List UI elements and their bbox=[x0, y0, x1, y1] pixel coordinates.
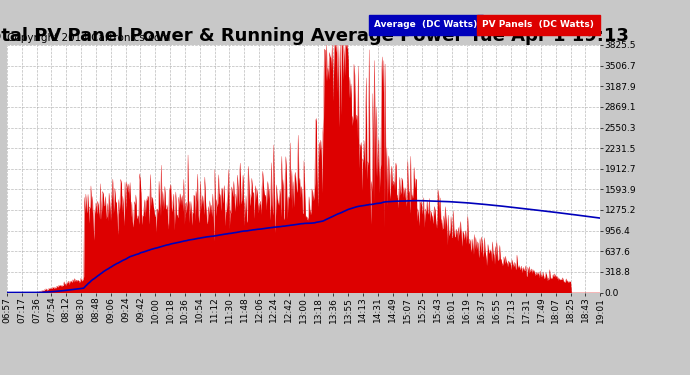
Title: Total PV Panel Power & Running Average Power Tue Apr 1 19:13: Total PV Panel Power & Running Average P… bbox=[0, 27, 629, 45]
Text: Copyright 2014 Cartronics.com: Copyright 2014 Cartronics.com bbox=[7, 33, 170, 42]
Legend: Average  (DC Watts), PV Panels  (DC Watts): Average (DC Watts), PV Panels (DC Watts) bbox=[369, 17, 595, 32]
